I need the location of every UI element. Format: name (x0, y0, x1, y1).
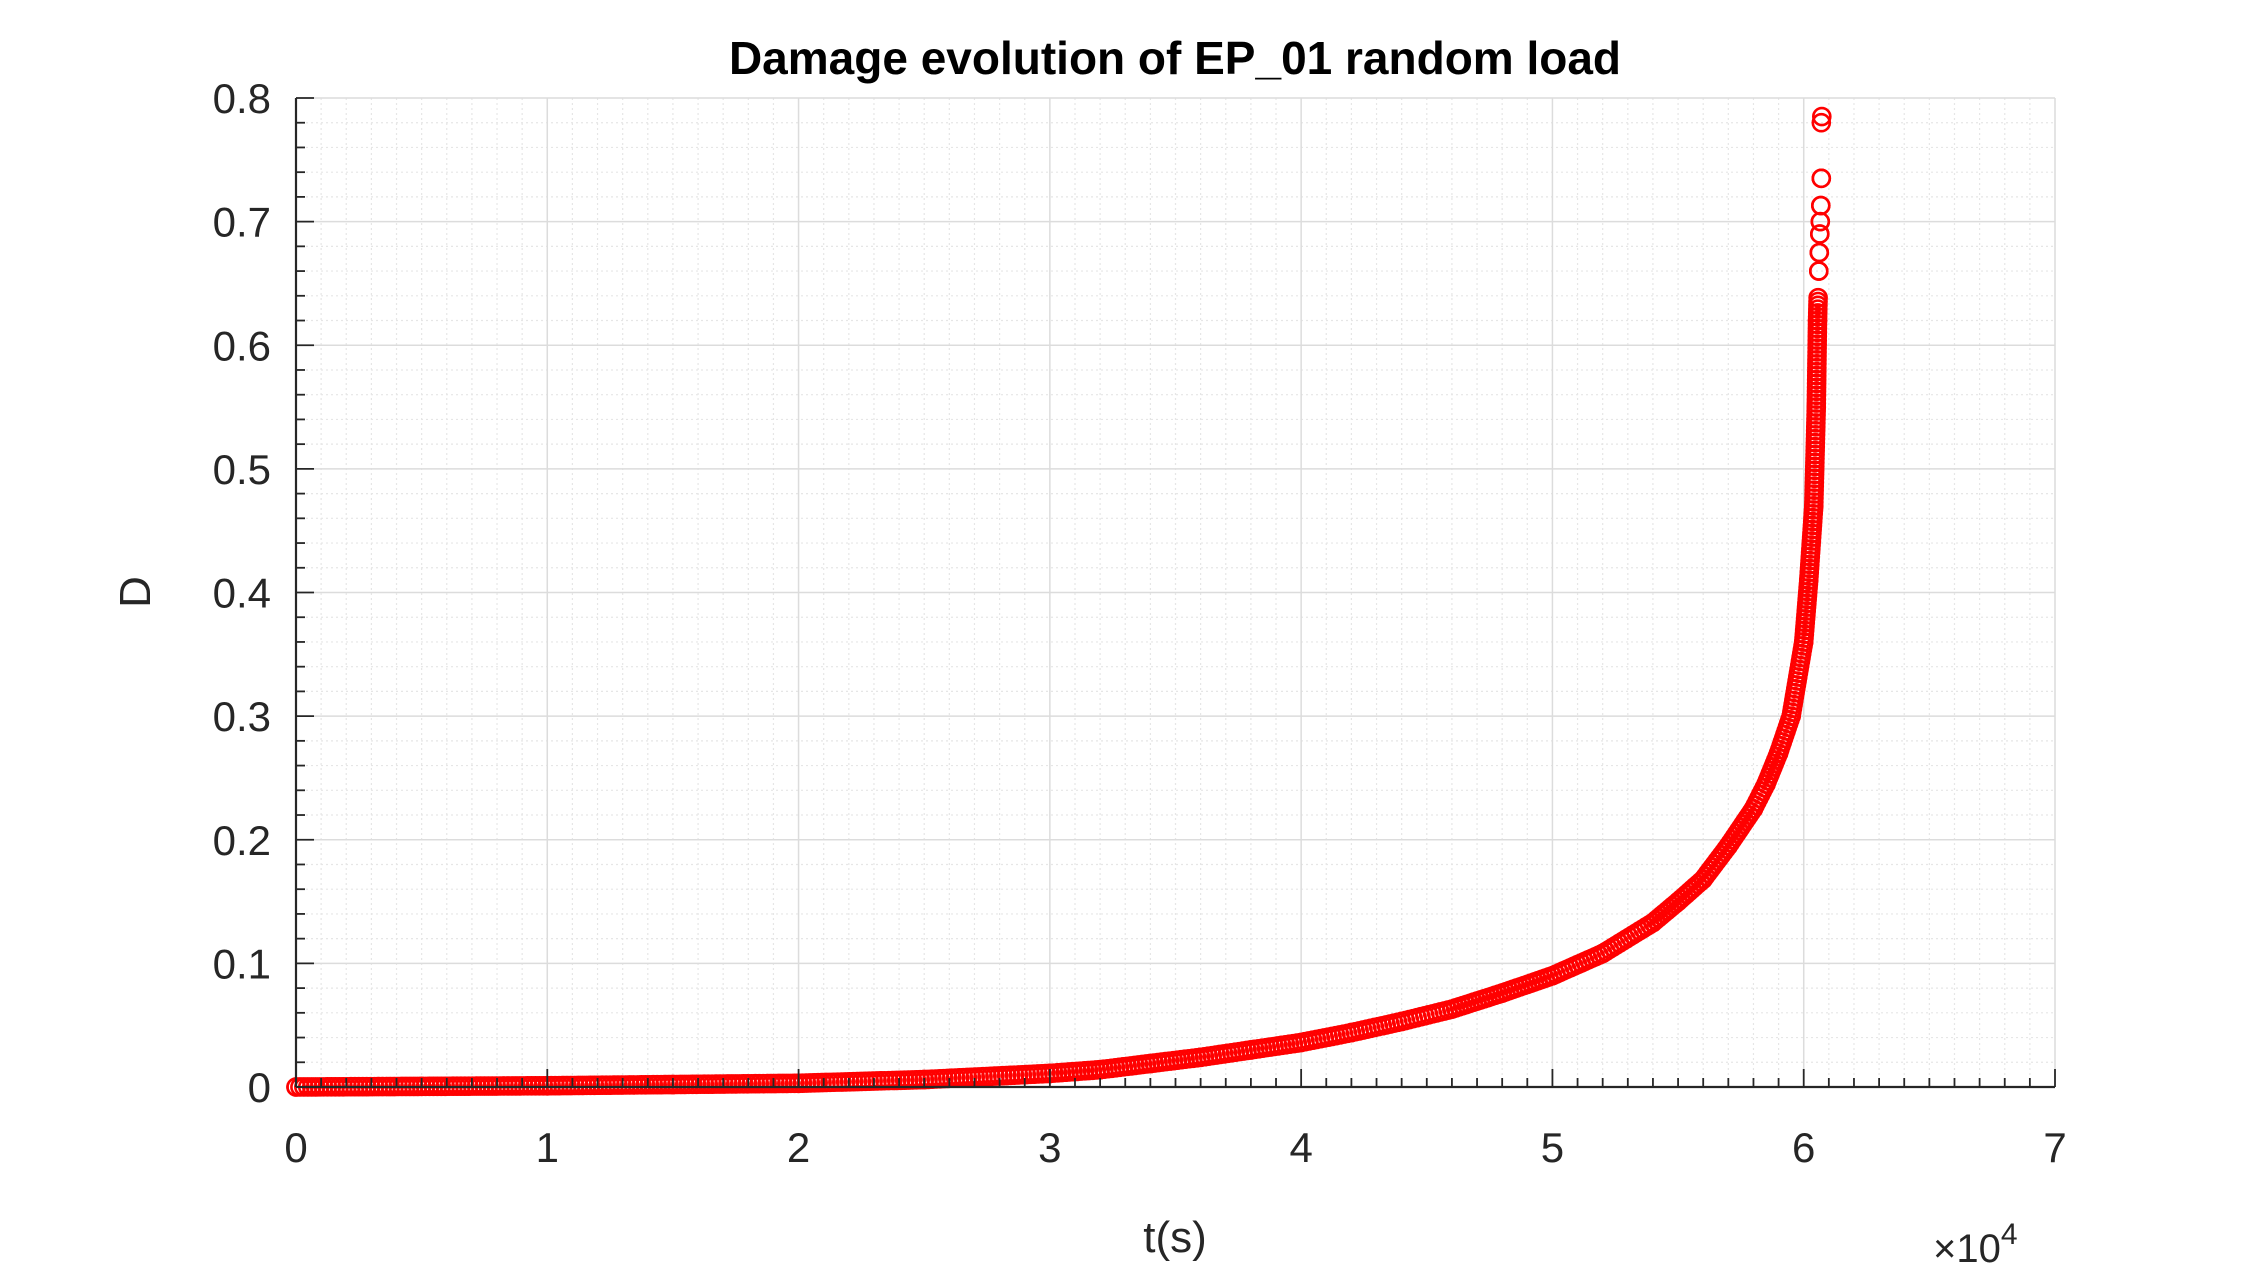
x-tick-label: 2 (787, 1124, 810, 1171)
y-tick-label: 0.5 (213, 446, 271, 493)
x-exponent: ×104 (1933, 1218, 2018, 1267)
data-point (1811, 112, 1832, 133)
data-point (1743, 799, 1764, 819)
data-point (1768, 743, 1789, 764)
y-tick-label: 0.4 (213, 570, 271, 617)
x-tick-label: 6 (1792, 1124, 1815, 1171)
y-tick-label: 0.8 (213, 75, 271, 122)
data-point (1809, 242, 1830, 263)
data-point (1668, 891, 1688, 912)
data-point (1391, 1011, 1412, 1032)
y-tick-label: 0.6 (213, 322, 271, 369)
data-point (1718, 836, 1739, 856)
data-point (1808, 261, 1829, 281)
data-point (1542, 965, 1563, 986)
data-point (663, 1074, 683, 1095)
x-tick-label: 0 (284, 1124, 307, 1171)
data-point (1341, 1022, 1362, 1043)
data-point (1442, 999, 1462, 1019)
x-exponent-base: ×10 (1933, 1227, 2001, 1267)
x-tick-label: 5 (1541, 1124, 1564, 1171)
data-point (1811, 195, 1831, 216)
data-point (1492, 983, 1512, 1003)
data-point (1808, 287, 1828, 308)
data-point (1806, 397, 1827, 417)
data-point (1798, 570, 1819, 590)
x-tick-label: 3 (1038, 1124, 1061, 1171)
data-point (1809, 224, 1830, 244)
data-point (1811, 168, 1832, 189)
data-point (1807, 310, 1828, 331)
data-point (1140, 1053, 1161, 1074)
y-tick-label: 0.1 (213, 940, 271, 987)
data-point (1693, 869, 1713, 890)
x-axis-label: t(s) (1143, 1213, 1207, 1262)
x-tick-label: 1 (536, 1124, 559, 1171)
x-exponent-power: 4 (2001, 1218, 2018, 1251)
data-point (1190, 1047, 1211, 1068)
minor-grid (296, 98, 2055, 1087)
data-point (1643, 912, 1663, 933)
data-points (286, 106, 1832, 1097)
y-axis-label: D (111, 576, 160, 608)
data-point (1803, 496, 1824, 516)
x-ticks: 0 1 2 3 4 5 6 7 (284, 1069, 2067, 1171)
chart-title: Damage evolution of EP_01 random load (729, 32, 1621, 84)
data-point (1592, 943, 1613, 964)
y-tick-label: 0 (248, 1064, 271, 1111)
data-point (1781, 706, 1801, 726)
x-tick-label: 4 (1289, 1124, 1312, 1171)
y-tick-label: 0.7 (213, 199, 271, 246)
y-ticks: 0 0.1 0.2 0.3 0.4 0.5 0.6 0.7 0.8 (213, 75, 314, 1111)
y-tick-label: 0.3 (213, 693, 271, 740)
data-point (1241, 1040, 1261, 1060)
data-point (1291, 1032, 1311, 1053)
x-tick-label: 7 (2043, 1124, 2066, 1171)
data-point (1793, 632, 1814, 652)
y-tick-label: 0.2 (213, 817, 271, 864)
data-point (1756, 774, 1776, 794)
data-point (1812, 106, 1832, 127)
